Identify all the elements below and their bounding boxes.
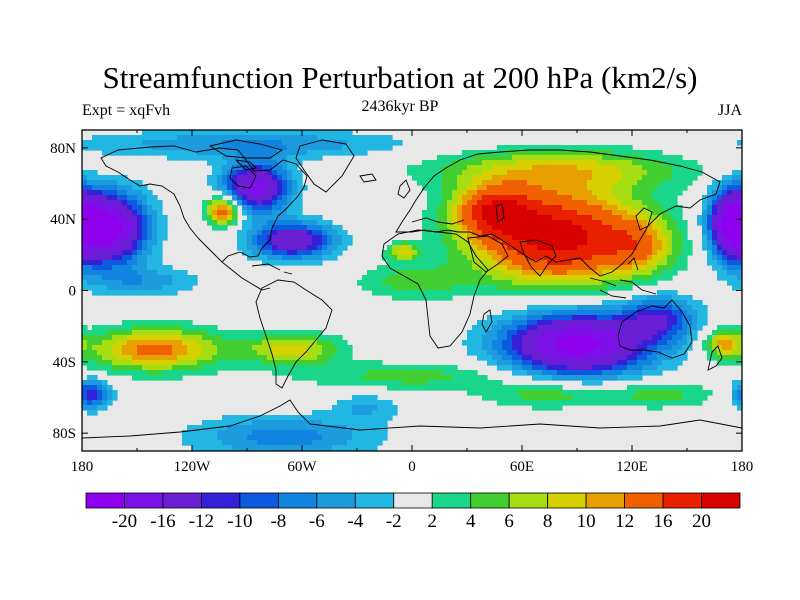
colorbar-label: 4: [466, 511, 476, 532]
coastline-japan: [635, 207, 653, 231]
coastline-arabia: [467, 235, 509, 273]
coastline-madagascar: [481, 309, 493, 333]
colorbar-box: [470, 492, 510, 509]
colorbar-box: [393, 492, 433, 509]
colorbar-box: [585, 492, 625, 509]
colorbar-box: [277, 492, 318, 509]
y-tick-label: 40S: [53, 355, 76, 371]
colorbar-label: -16: [150, 511, 175, 532]
colorbar-box: [354, 492, 395, 509]
colorbar-box: [431, 492, 472, 509]
x-tick-label: 120E: [616, 459, 648, 475]
x-tick-label: 0: [408, 459, 416, 475]
coastline-caribbean: [251, 263, 293, 275]
coastline-south-america: [255, 279, 333, 389]
y-tick-label: 80N: [50, 141, 76, 157]
colorbar-label: 8: [543, 511, 553, 532]
colorbar-label: -4: [347, 511, 363, 532]
field-layer: [82, 130, 742, 451]
colorbar-label: 20: [692, 511, 711, 532]
colorbar-label: 16: [654, 511, 673, 532]
colorbar-label: 2: [427, 511, 437, 532]
coastline-hudson-bay: [229, 165, 257, 189]
colorbar-box: [662, 492, 702, 509]
experiment-label: Expt = xqFvh: [82, 102, 171, 119]
y-tick-label: 80S: [53, 426, 76, 442]
colorbar-box: [124, 492, 164, 509]
coastline-layer: [82, 139, 742, 439]
colorbar-box: [201, 492, 241, 509]
coastline-britain: [397, 179, 411, 199]
colorbar: -20 -16 -12 -10 -8 -6 -4 -2 2 4 6 8 10 12 16 20: [85, 492, 741, 532]
colorbar-box: [162, 492, 202, 509]
coastline-se-asia-islands: [589, 257, 657, 299]
coastline-iceland: [359, 173, 377, 183]
x-tick-label: 180: [71, 459, 94, 475]
colorbar-label: -20: [112, 511, 137, 532]
colorbar-label: -10: [227, 511, 252, 532]
coastline-india: [519, 239, 557, 277]
coastline-africa: [381, 229, 489, 349]
coastline-australia: [617, 299, 693, 359]
y-tick-label: 0: [69, 284, 77, 300]
x-tick-label: 60W: [287, 459, 317, 475]
colorbar-label: -8: [270, 511, 286, 532]
colorbar-box: [701, 492, 741, 509]
time-label: 2436kyr BP: [361, 98, 439, 115]
coastline-mediterranean: [411, 217, 465, 225]
colorbar-box: [239, 492, 279, 509]
coastline-new-zealand: [707, 345, 723, 371]
plot-title: Streamfunction Perturbation at 200 hPa (…: [102, 60, 698, 95]
coastline-caspian: [495, 203, 505, 223]
coastline-arctic-islands: [208, 139, 284, 171]
colorbar-box: [508, 492, 549, 509]
x-tick-label: 60E: [510, 459, 534, 475]
colorbar-label: 6: [504, 511, 514, 532]
colorbar-label: -6: [309, 511, 325, 532]
coastline-antarctica: [82, 399, 742, 439]
colorbar-label: -12: [189, 511, 214, 532]
colorbar-label: -2: [386, 511, 402, 532]
colorbar-box: [316, 492, 356, 509]
coastline-central-america: [221, 261, 271, 291]
y-tick-label: 40N: [50, 212, 76, 228]
season-label: JJA: [717, 102, 742, 119]
colorbar-box: [85, 492, 125, 509]
colorbar-box: [547, 492, 587, 509]
colorbar-label: 10: [577, 511, 596, 532]
map-axes: 180 120W 60W 0 60E 120E 180 80N 40N 0 40S 80S: [50, 130, 753, 475]
colorbar-box: [624, 492, 664, 509]
colorbar-label: 12: [615, 511, 634, 532]
coastline-north-america: [100, 145, 308, 263]
coastline-greenland: [295, 139, 355, 193]
x-tick-label: 120W: [174, 459, 212, 475]
x-tick-label: 180: [731, 459, 754, 475]
